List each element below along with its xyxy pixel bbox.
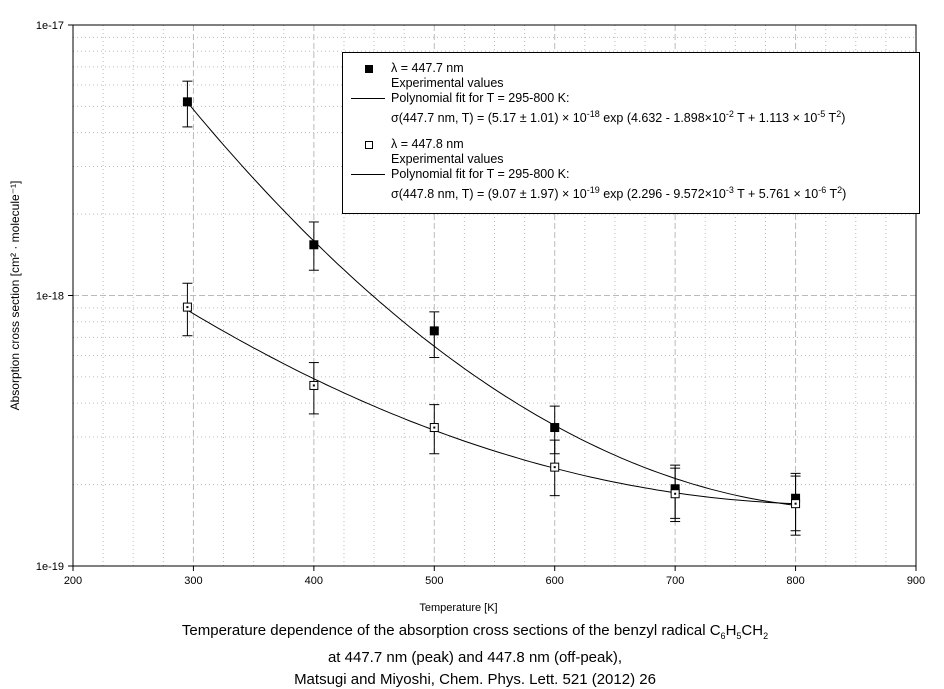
legend: λ = 447.7 nm Experimental values Polynom…	[342, 52, 920, 214]
x-tick-label: 700	[666, 575, 684, 587]
eq-text: σ(447.7 nm, T) = (5.17 ± 1.01) × 10	[391, 111, 587, 126]
y-axis-label: Absorption cross section [cm² · molecule…	[8, 181, 22, 411]
data-point-series-1	[309, 240, 319, 250]
caption-text: H	[725, 622, 737, 639]
legend-series2-name: λ = 447.8 nm	[391, 137, 464, 151]
data-point-center	[433, 426, 436, 429]
caption-line-2: at 447.7 nm (peak) and 447.8 nm (off-pea…	[327, 649, 623, 666]
x-tick-label: 300	[184, 575, 202, 587]
x-tick-label: 900	[907, 575, 925, 587]
data-point-center	[186, 306, 189, 309]
x-tick-label: 800	[786, 575, 804, 587]
legend-line-icon	[351, 98, 385, 99]
legend-fit2-label: Polynomial fit for T = 295-800 K:	[391, 167, 570, 181]
data-point-center	[794, 502, 797, 505]
data-point-center	[312, 384, 315, 387]
x-axis-label: Temperature [K]	[419, 602, 497, 614]
eq-exp: -2	[725, 109, 734, 119]
eq-text: )	[842, 187, 847, 202]
caption-line-1: Temperature dependence of the absorption…	[6, 620, 944, 647]
legend-series1-subtitle: Experimental values	[391, 76, 504, 90]
x-tick-label: 500	[425, 575, 443, 587]
eq-exp: 2	[836, 109, 842, 119]
eq-exp: -6	[818, 185, 827, 195]
x-tick-label: 400	[305, 575, 323, 587]
legend-fit2-equation: σ(447.8 nm, T) = (9.07 ± 1.97) × 10-19 e…	[391, 183, 846, 202]
fit-curve-1	[187, 101, 796, 506]
legend-series2-subtitle: Experimental values	[391, 152, 504, 166]
y-tick-label: 1e-18	[36, 291, 64, 303]
eq-text: σ(447.8 nm, T) = (9.07 ± 1.97) × 10	[391, 187, 587, 202]
eq-text: )	[841, 111, 846, 126]
y-tick-label: 1e-17	[36, 20, 64, 32]
eq-text: T	[825, 111, 837, 126]
eq-text: T	[826, 187, 838, 202]
eq-text: T + 1.113 × 10	[733, 111, 818, 126]
caption-line-3: Matsugi and Miyoshi, Chem. Phys. Lett. 5…	[294, 671, 656, 688]
eq-exp: -5	[817, 109, 826, 119]
x-tick-label: 200	[64, 575, 82, 587]
data-point-series-1	[429, 326, 439, 336]
legend-line-icon	[351, 174, 385, 175]
caption-text: Temperature dependence of the absorption…	[181, 622, 721, 639]
x-tick-label: 600	[546, 575, 564, 587]
y-tick-label: 1e-19	[36, 561, 64, 573]
eq-exp: 2	[837, 185, 843, 195]
legend-filled-square-icon	[365, 65, 373, 73]
chart-caption: Temperature dependence of the absorption…	[0, 620, 944, 689]
eq-exp: -3	[725, 185, 734, 195]
legend-fit1-label: Polynomial fit for T = 295-800 K:	[391, 91, 570, 105]
caption-text: CH	[741, 622, 764, 639]
legend-series1-name: λ = 447.7 nm	[391, 61, 464, 75]
caption-sub: 5	[736, 631, 742, 641]
fit-curve-2	[187, 309, 796, 505]
eq-text: T + 5.761 × 10	[733, 187, 819, 202]
legend-fit1-equation: σ(447.7 nm, T) = (5.17 ± 1.01) × 10-18 e…	[391, 107, 845, 126]
eq-exp: -19	[586, 185, 600, 195]
eq-exp: -18	[586, 109, 600, 119]
data-point-center	[674, 492, 677, 495]
data-point-series-1	[182, 97, 192, 107]
caption-sub: 2	[763, 631, 769, 641]
eq-text: exp (2.296 - 9.572×10	[599, 187, 726, 202]
legend-open-square-icon	[365, 141, 373, 149]
data-point-center	[553, 466, 556, 469]
eq-text: exp (4.632 - 1.898×10	[599, 111, 726, 126]
caption-sub: 6	[720, 631, 726, 641]
data-point-series-1	[550, 423, 560, 433]
